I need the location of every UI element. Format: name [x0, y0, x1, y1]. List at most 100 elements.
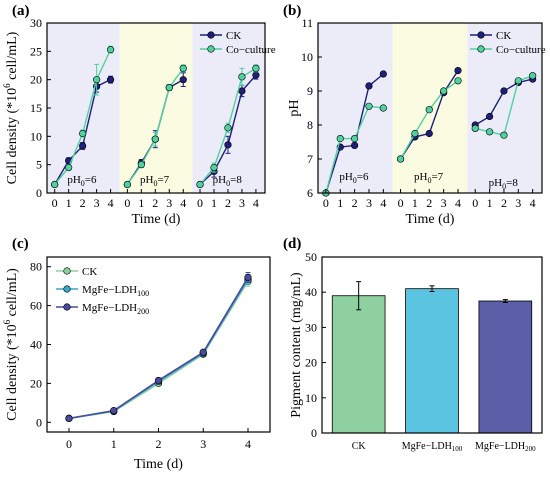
panel-b-xtick-label: 3 [515, 196, 521, 210]
panel-b-xtick-label: 4 [530, 196, 536, 210]
panel-c-xlabel: Time (d) [134, 457, 183, 472]
panel-a-xtick-label: 2 [152, 196, 158, 210]
panel-b-point [351, 135, 359, 143]
panel-d-ylabel: Pigment content (mg/mL) [289, 272, 304, 418]
panel-b-xtick-label: 0 [398, 196, 404, 210]
panel-d-bar [405, 288, 459, 434]
panel-a-point [51, 180, 59, 189]
panel-b-legend-marker [477, 31, 485, 39]
panel-a-point [252, 71, 260, 79]
panel-c-legend-label: CK [82, 266, 97, 278]
panel-c-legend-label: MgFe−LDH200 [82, 302, 149, 316]
panel-a-xtick-label: 4 [253, 196, 259, 210]
panel-c-legend-marker [63, 303, 71, 311]
panel-a-ytick-label: 10 [30, 129, 42, 143]
panel-d-ytick-label: 40 [305, 285, 317, 299]
panel-c-legend-label: MgFe−LDH100 [82, 284, 149, 298]
panel-b-ytick-label: 9 [307, 84, 313, 98]
panel-b-point [365, 82, 373, 90]
panel-c-point [65, 414, 73, 422]
panel-c-series-line [68, 278, 249, 420]
panel-b-xtick-label: 1 [337, 196, 343, 210]
panel-a-point [252, 64, 260, 72]
panel-b-ytick-label: 6 [307, 186, 313, 200]
panel-a-ytick-label: 5 [36, 158, 42, 172]
panel-c-xtick-label: 4 [245, 437, 251, 451]
panel-c-point [199, 348, 207, 356]
panel-b-point [425, 106, 433, 114]
panel-a-point [179, 76, 187, 84]
panel-b-xtick-label: 1 [487, 196, 493, 210]
panel-a-ylabel: Cell density (*106 cell/mL) [2, 31, 20, 184]
panel-a-point [224, 141, 232, 149]
panel-a-bg-ph8 [192, 23, 265, 193]
panel-c-series-line [68, 277, 249, 420]
panel-a-point [238, 73, 246, 81]
panel-d-ytick-label: 10 [305, 391, 317, 405]
panel-a-xtick-label: 1 [138, 196, 144, 210]
panel-b-xtick-label: 3 [366, 196, 372, 210]
panel-a-point [179, 64, 187, 72]
panel-d-ytick-label: 50 [305, 250, 317, 264]
panel-a-point [79, 142, 87, 150]
panel-b-point [485, 112, 494, 121]
panel-b-point [471, 124, 479, 132]
panel-a-point [196, 180, 204, 189]
panel-a-ph-annotation: pH0=6 [67, 174, 97, 188]
panel-a-point [165, 83, 173, 92]
panel-a-ytick-label: 15 [30, 101, 42, 115]
panel-b-xtick-label: 4 [455, 196, 461, 210]
panel-a-point [65, 163, 73, 172]
panel-a-xtick-label: 0 [52, 196, 58, 210]
panel-a-ytick-label: 0 [36, 186, 42, 200]
panel-b-point [396, 155, 405, 163]
panel-b-point [529, 72, 537, 80]
panel-b-label: (b) [283, 3, 301, 19]
panel-a-xtick-label: 0 [124, 196, 130, 210]
panel-d-ytick-label: 30 [305, 320, 317, 334]
panel-a-point [238, 87, 246, 95]
panel-b-point [454, 66, 462, 75]
panel-b-point [500, 131, 508, 139]
panel-b-ph-annotation: pH0=6 [339, 171, 369, 185]
panel-b-legend-label: CK [496, 30, 511, 42]
panel-b-xtick-label: 2 [426, 196, 432, 210]
panel-a-xtick-label: 1 [211, 196, 217, 210]
panel-a-point [151, 135, 159, 143]
panel-b-point [351, 141, 359, 149]
panel-b-ytick-label: 11 [301, 16, 313, 30]
panel-a-xtick-label: 2 [80, 196, 86, 210]
panel-a-xtick-label: 4 [180, 196, 186, 210]
panel-d-category-label: MgFe−LDH200 [475, 441, 536, 453]
panel-c-ytick-label: 80 [30, 260, 42, 274]
panel-b-point [425, 129, 433, 138]
panel-a-point [123, 180, 131, 189]
panel-b-ph-annotation: pH0=8 [489, 177, 519, 191]
panel-b-ytick-label: 8 [307, 118, 313, 132]
panel-b-ph-annotation: pH0=7 [414, 171, 444, 185]
panel-b-xtick-label: 0 [323, 196, 329, 210]
panel-a-xlabel: Time (d) [132, 212, 181, 227]
panel-b-point [411, 129, 419, 138]
panel-c-xtick-label: 0 [66, 437, 72, 451]
panel-d-bar [331, 295, 386, 434]
panel-b-legend-marker [477, 45, 485, 53]
panel-c-ytick-label: 20 [30, 376, 42, 390]
panel-d-axes-frame [321, 256, 543, 434]
panel-b-xlabel: Time (d) [406, 212, 455, 227]
panel-a-point [79, 129, 87, 138]
panel-a-point [93, 76, 101, 84]
panel-c-point [154, 376, 163, 385]
panel-c-xtick-label: 1 [111, 437, 117, 451]
panel-a-point [210, 163, 218, 172]
panel-b-point [440, 87, 448, 95]
panel-a-ytick-label: 20 [30, 73, 42, 87]
panel-b-xtick-label: 2 [501, 196, 507, 210]
panel-b-point [500, 87, 508, 95]
panel-b-point [454, 77, 462, 85]
panel-a-point [106, 46, 115, 54]
panel-d-ytick-label: 20 [305, 356, 317, 370]
